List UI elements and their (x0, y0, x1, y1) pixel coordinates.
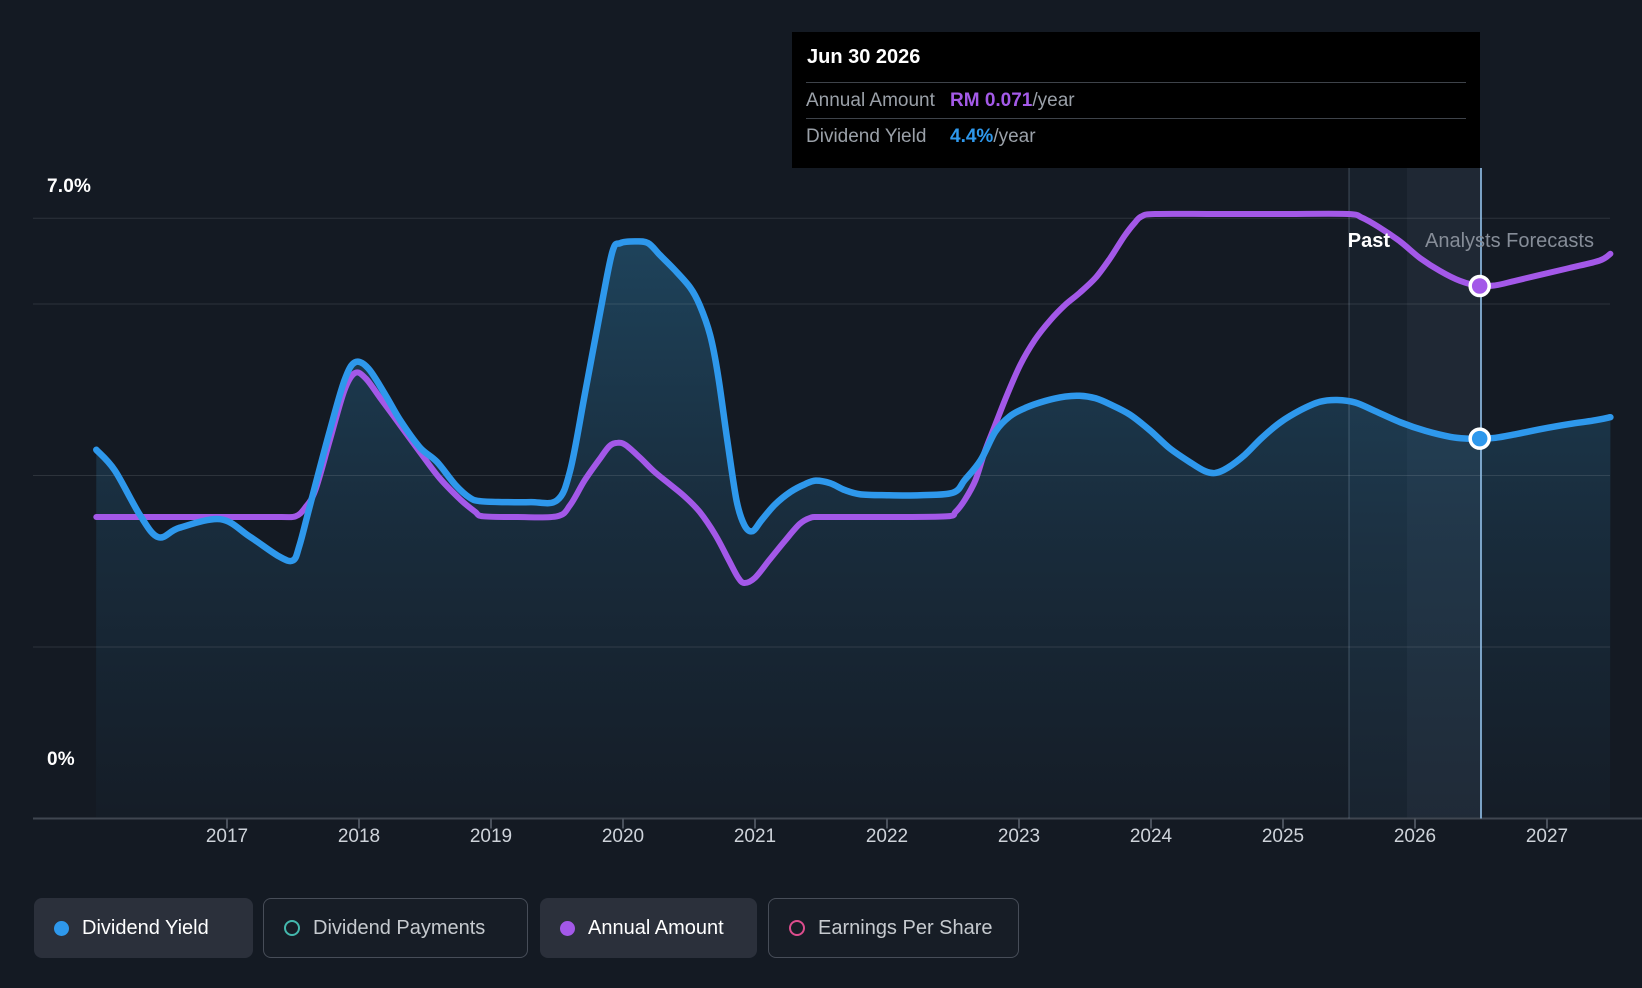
legend-button-dividend-yield[interactable]: Dividend Yield (34, 898, 253, 958)
dividend-payments-ring-icon (284, 920, 300, 936)
x-axis-label: 2027 (1525, 826, 1569, 847)
x-axis-label: 2018 (337, 826, 381, 847)
past-label: Past (1347, 230, 1390, 252)
annual-amount-dot-icon (560, 920, 575, 936)
tooltip-row-annual-amount: Annual Amount RM 0.071/year (806, 82, 1466, 118)
x-axis-label: 2023 (997, 826, 1041, 847)
legend-button-earnings-per-share[interactable]: Earnings Per Share (768, 898, 1019, 958)
x-axis-label: 2017 (205, 826, 249, 847)
dividend-yield-suffix: /year (993, 125, 1036, 147)
x-axis-label: 2020 (601, 826, 645, 847)
dividend-yield-area (96, 241, 1611, 819)
x-axis-label: 2024 (1129, 826, 1173, 847)
x-axis-label: 2022 (865, 826, 909, 847)
legend-button-dividend-payments[interactable]: Dividend Payments (263, 898, 528, 958)
y-axis-label-max: 7.0% (47, 176, 92, 197)
legend-button-annual-amount[interactable]: Annual Amount (540, 898, 757, 958)
x-axis-label: 2019 (469, 826, 513, 847)
dividend-yield-line (93, 238, 1614, 565)
annual-amount-marker[interactable] (1468, 274, 1491, 298)
dividend-yield-marker[interactable] (1468, 427, 1491, 450)
earnings-per-share-ring-icon (789, 920, 805, 936)
hover-tooltip: Jun 30 2026 Annual Amount RM 0.071/year … (792, 32, 1480, 168)
tooltip-row-dividend-yield: Dividend Yield 4.4%/year (806, 118, 1466, 154)
analysts-forecasts-label: Analysts Forecasts (1425, 230, 1594, 252)
tooltip-date: Jun 30 2026 (807, 45, 921, 68)
dividend-yield-dot-icon (54, 920, 69, 936)
x-axis-label: 2026 (1393, 826, 1437, 847)
x-axis-label: 2021 (733, 826, 777, 847)
y-axis-label-zero: 0% (47, 749, 75, 770)
x-axis-label: 2025 (1261, 826, 1305, 847)
tooltip-label: Dividend Yield (806, 125, 927, 147)
annual-amount-suffix: /year (1032, 89, 1075, 111)
annual-amount-value: RM 0.071 (950, 89, 1033, 111)
dividend-yield-value: 4.4% (950, 125, 994, 147)
tooltip-label: Annual Amount (806, 89, 935, 111)
